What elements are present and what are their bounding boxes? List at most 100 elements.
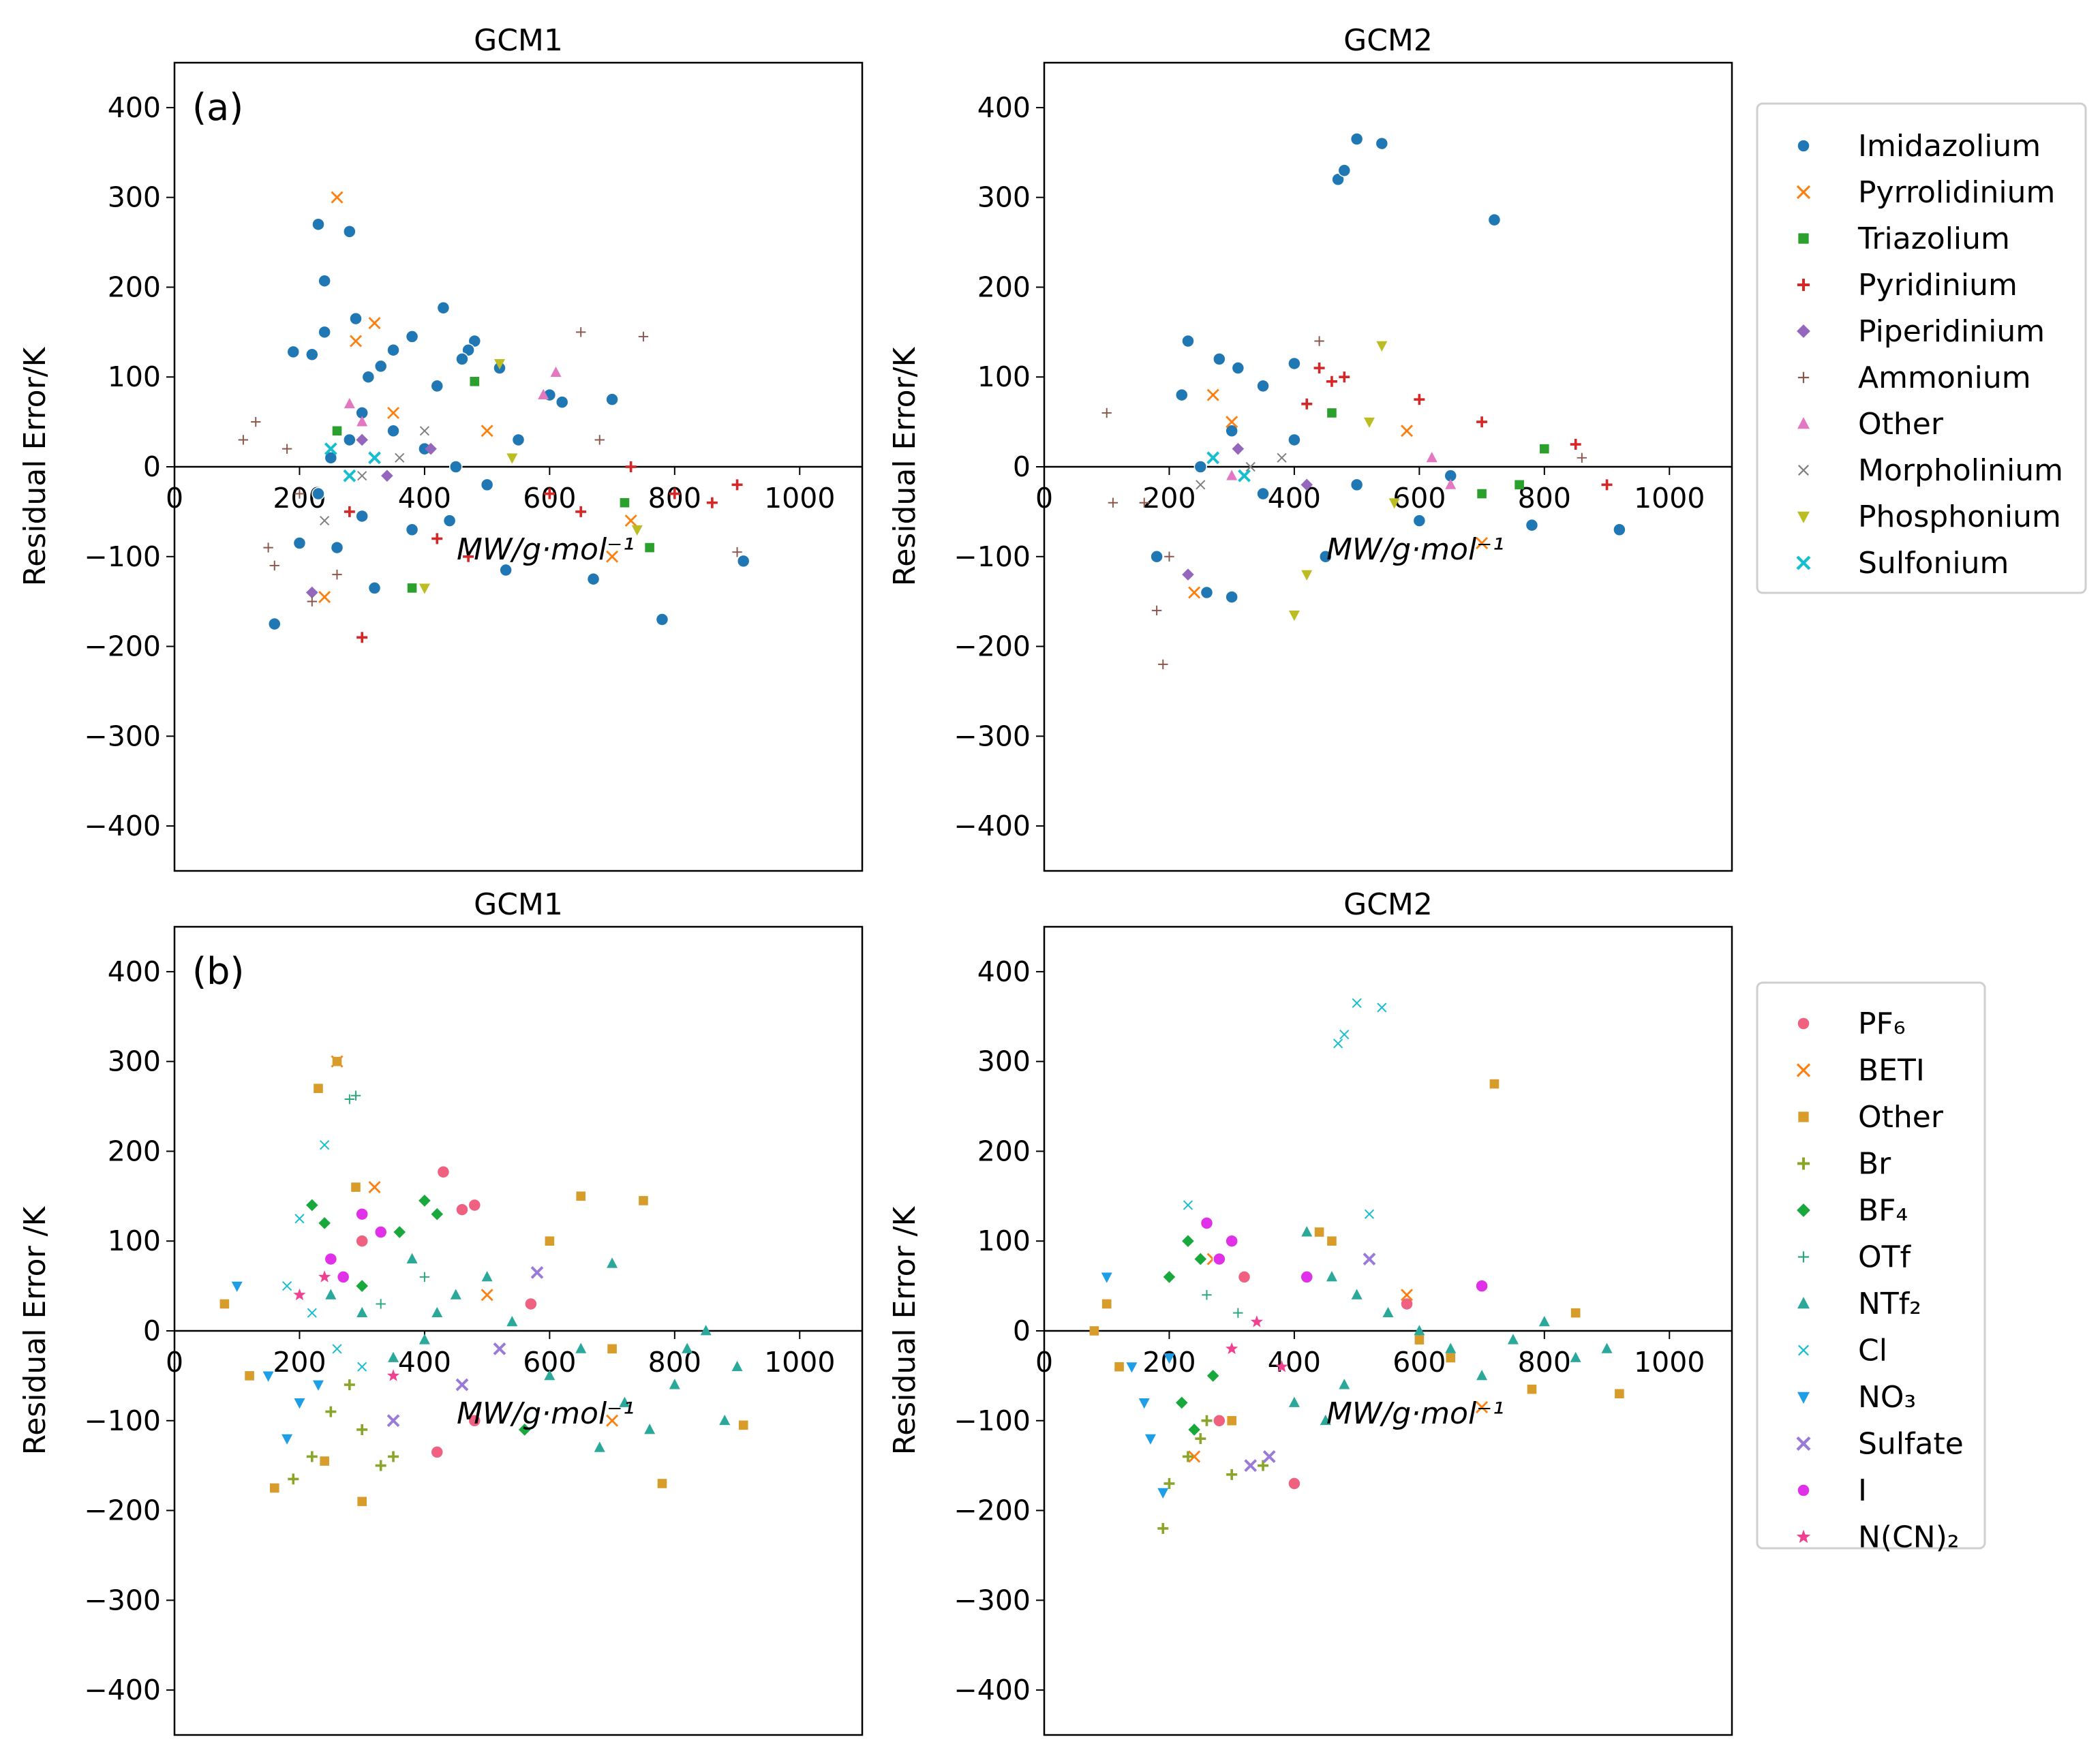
x-tick-label: 0 [166,1346,183,1379]
data-point [655,613,669,626]
data-point [311,217,325,231]
data-point [368,317,381,330]
legend-item-br: Br [1797,1147,1891,1182]
data-point [1157,1522,1169,1534]
y-tick-label: 300 [108,181,161,214]
data-point [320,1456,329,1466]
legend-item-other: Other [1798,1100,1944,1135]
data-point [1476,537,1489,550]
data-point [395,452,405,463]
data-point [506,453,518,464]
data-point [356,632,368,643]
data-point [324,442,337,456]
data-point [1206,451,1220,465]
data-point [336,1270,350,1284]
data-point [269,560,279,571]
legend-label: NTf₂ [1858,1287,1921,1321]
data-point [586,572,600,586]
data-point [1350,478,1364,492]
data-point [1538,1316,1550,1327]
data-point [1213,352,1226,366]
data-point [1570,439,1581,450]
data-point [356,433,368,446]
data-point [293,1288,306,1301]
data-point [1226,470,1238,480]
data-point [430,379,444,393]
data-point [518,1424,531,1436]
series-ntf2 [1288,1226,1613,1426]
data-point [550,366,562,378]
y-axis-label: Residual Error/K [887,346,922,586]
data-point [332,1056,342,1066]
legend-frame [1756,981,1986,1550]
data-point [1300,478,1313,491]
data-point [657,1479,667,1488]
data-point [1226,1469,1238,1480]
legend-item-bf4: BF₄ [1797,1193,1908,1228]
data-point [1108,497,1119,508]
data-point [455,352,469,366]
legend-label: Ammonium [1858,360,2031,395]
data-point [1601,479,1613,491]
x-tick-label: 1000 [764,1346,835,1379]
data-point [307,1308,317,1318]
data-point [644,1424,656,1434]
legend-item-other: Other [1797,407,1944,442]
data-point [343,433,356,447]
series-cl [282,1140,367,1372]
y-tick-label: 100 [108,1225,161,1257]
data-point [431,1208,444,1220]
data-point [1333,1039,1343,1049]
y-tick-label: −200 [954,1494,1031,1527]
data-point [1288,356,1301,371]
legend-marker-ammonium-icon [1797,371,1810,384]
data-point [1163,1353,1175,1364]
series-phosphonium [419,359,643,594]
data-point [245,1371,254,1381]
x-tick-label: 0 [1035,1346,1053,1379]
data-point [306,1199,318,1212]
data-point [1613,523,1626,536]
legend-label: PF₆ [1858,1006,1905,1041]
data-point [1226,1342,1238,1355]
data-point [1446,1353,1456,1363]
y-tick-label: −100 [954,540,1031,573]
y-tick-label: 200 [108,271,161,303]
legend-label: Sulfate [1858,1427,1964,1462]
data-point [350,1090,361,1101]
data-point [1326,1271,1337,1282]
data-point [1226,416,1238,429]
data-point [1182,568,1194,581]
data-point [1194,1252,1207,1265]
data-point [607,1257,618,1268]
data-point [356,1280,368,1292]
data-point [1288,433,1301,447]
data-point [1570,1308,1581,1318]
y-tick-label: −300 [84,720,161,752]
data-point [406,1252,418,1263]
data-point [1183,1200,1193,1210]
legend-item-pf6: PF₆ [1797,1006,1905,1041]
data-point [1339,1030,1350,1040]
data-point [1313,363,1325,374]
data-point [576,1191,586,1201]
data-point [1288,611,1300,621]
data-point [419,426,430,436]
data-point [387,406,400,419]
data-point [238,435,249,445]
data-point [419,1195,431,1207]
x-tick-label: 0 [1035,482,1053,514]
data-point [576,327,586,337]
series-sulfonium [324,442,381,482]
legend-label: Br [1858,1147,1891,1182]
data-point [324,451,338,465]
data-point [450,1289,461,1300]
legend-label: Phosphonium [1858,500,2061,534]
data-point [1339,371,1350,383]
panel-title: GCM2 [1343,23,1433,58]
data-point [1445,478,1457,489]
series-pf6 [1213,1270,1414,1490]
data-point [307,596,317,606]
